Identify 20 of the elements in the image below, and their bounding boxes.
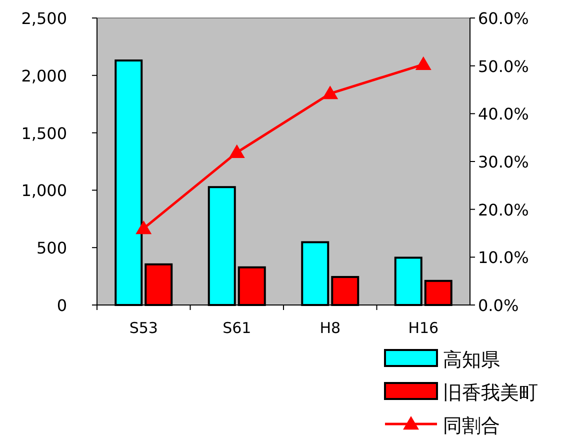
ytick: 500 bbox=[36, 238, 67, 258]
y2tick: 10.0% bbox=[478, 248, 529, 268]
xtick: S61 bbox=[222, 319, 252, 337]
xtick: S53 bbox=[129, 319, 158, 337]
y2tick: 60.0% bbox=[478, 9, 529, 28]
ytick: 2,500 bbox=[21, 9, 67, 28]
ytick: 1,500 bbox=[21, 124, 67, 143]
legend: 高知県 bbox=[443, 349, 500, 371]
legend: 同割合 bbox=[443, 415, 500, 437]
ytick: 1,000 bbox=[21, 181, 67, 200]
xtick: H16 bbox=[408, 319, 439, 337]
y2tick: 30.0% bbox=[478, 152, 529, 172]
y2tick: 50.0% bbox=[478, 56, 529, 76]
y2tick: 20.0% bbox=[478, 200, 529, 220]
legend: 旧香我美町 bbox=[443, 382, 538, 404]
ytick: 2,000 bbox=[21, 66, 67, 86]
xtick: H8 bbox=[320, 319, 341, 337]
y2tick: 40.0% bbox=[478, 104, 529, 124]
y2tick: 0.0% bbox=[478, 296, 519, 315]
ytick: 0 bbox=[56, 296, 67, 315]
